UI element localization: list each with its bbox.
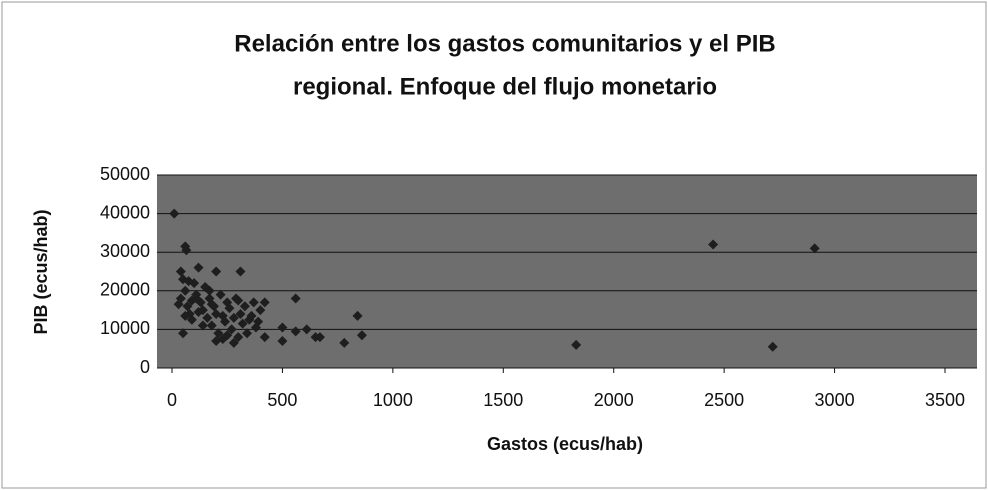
point — [277, 335, 288, 346]
point — [169, 208, 180, 219]
x-tick-label: 3000 — [815, 390, 855, 410]
point — [767, 341, 778, 352]
x-axis-title: Gastos (ecus/hab) — [487, 434, 643, 454]
point — [339, 337, 350, 348]
x-tick-label: 500 — [267, 390, 297, 410]
y-tick-label: 10000 — [100, 318, 150, 338]
point — [235, 266, 246, 277]
point — [181, 245, 192, 256]
y-tick-label: 50000 — [100, 164, 150, 184]
y-tick-label: 20000 — [100, 280, 150, 300]
point — [183, 276, 194, 287]
point — [253, 316, 264, 327]
point — [206, 320, 217, 331]
point — [352, 310, 363, 321]
point — [193, 262, 204, 273]
point — [259, 297, 270, 308]
point — [290, 326, 301, 337]
x-tick-label: 2500 — [704, 390, 744, 410]
plot-area — [157, 175, 977, 368]
x-tick-label: 1000 — [373, 390, 413, 410]
point — [248, 297, 259, 308]
x-tick-label: 0 — [167, 390, 177, 410]
point — [356, 330, 367, 341]
point — [255, 305, 266, 316]
point — [233, 332, 244, 343]
point — [175, 266, 186, 277]
chart-title: Relación entre los gastos comunitarios y… — [234, 30, 776, 57]
y-tick-label: 0 — [140, 357, 150, 377]
point — [246, 310, 257, 321]
point — [204, 285, 215, 296]
x-tick-label: 2000 — [594, 390, 634, 410]
x-tick-label: 3500 — [925, 390, 965, 410]
point — [228, 312, 239, 323]
point — [211, 335, 222, 346]
point — [217, 310, 228, 321]
point — [206, 299, 217, 310]
point — [202, 312, 213, 323]
point — [571, 339, 582, 350]
y-tick-label: 40000 — [100, 202, 150, 222]
point — [235, 308, 246, 319]
chart-subtitle: regional. Enfoque del flujo monetario — [293, 73, 717, 100]
point — [708, 239, 719, 250]
point — [301, 324, 312, 335]
y-axis-title: PIB (ecus/hab) — [31, 209, 51, 334]
point — [178, 328, 189, 339]
point — [224, 303, 235, 314]
point — [809, 243, 820, 254]
point — [277, 322, 288, 333]
point — [215, 289, 226, 300]
point — [193, 307, 204, 318]
point — [211, 266, 222, 277]
point — [242, 328, 253, 339]
point — [237, 318, 248, 329]
x-tick-label: 1500 — [483, 390, 523, 410]
point — [180, 285, 191, 296]
point — [191, 293, 202, 304]
point — [228, 337, 239, 348]
point — [213, 328, 224, 339]
point — [226, 324, 237, 335]
point — [180, 310, 191, 321]
point — [314, 332, 325, 343]
point — [197, 320, 208, 331]
point — [239, 301, 250, 312]
point — [290, 293, 301, 304]
y-tick-label: 30000 — [100, 241, 150, 261]
point — [259, 332, 270, 343]
point — [182, 301, 193, 312]
point — [186, 314, 197, 325]
point — [233, 295, 244, 306]
point — [222, 330, 233, 341]
point — [173, 299, 184, 310]
